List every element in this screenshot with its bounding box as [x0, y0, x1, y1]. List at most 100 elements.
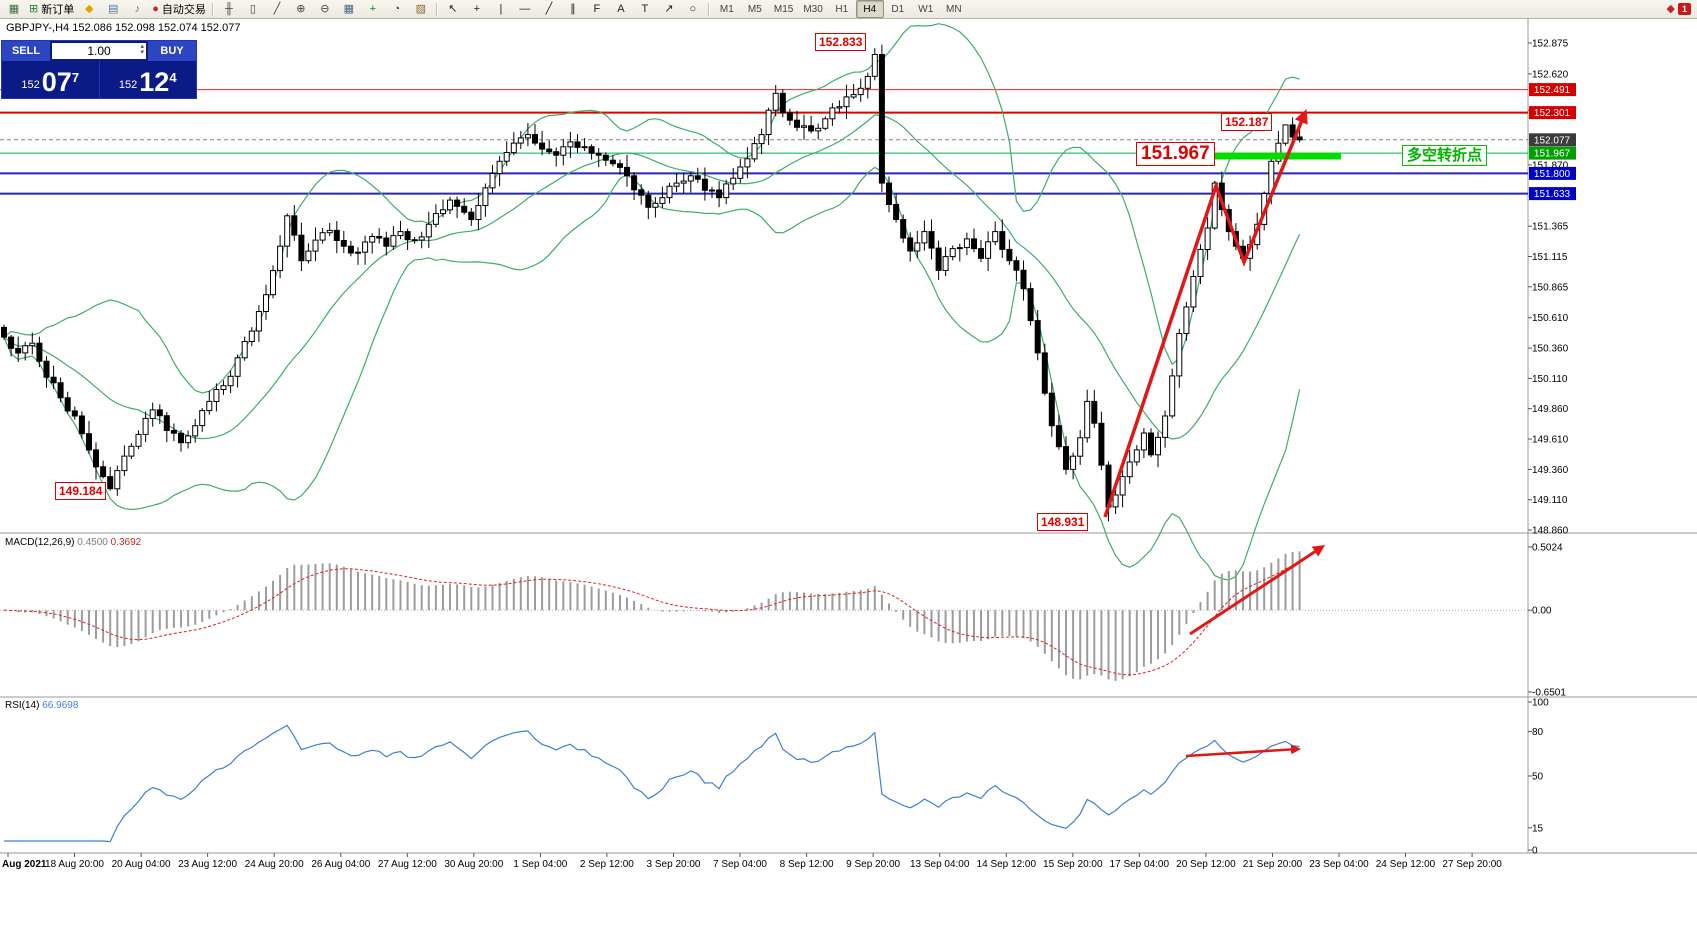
buy-price[interactable]: 152 12 4: [100, 61, 197, 98]
notification-count-badge[interactable]: 1: [1677, 3, 1691, 15]
svg-text:148.860: 148.860: [1532, 526, 1569, 537]
chart-window-icon[interactable]: ▦: [2, 0, 26, 18]
print-icon[interactable]: ▤: [101, 0, 125, 18]
tile-windows-icon[interactable]: ▦: [337, 0, 361, 18]
print-icon-glyph: ▤: [108, 2, 119, 15]
macd-axis: 0.5024 0.00 -0.6501: [1528, 543, 1566, 699]
svg-text:1 Sep 04:00: 1 Sep 04:00: [513, 859, 567, 870]
cursor-icon[interactable]: ↖: [441, 0, 465, 18]
crosshair-icon-glyph: +: [473, 2, 481, 15]
indicators-icon[interactable]: +: [361, 0, 385, 18]
fibonacci-icon[interactable]: F: [585, 0, 609, 18]
price-annotation-low-left[interactable]: 149.184: [55, 482, 107, 500]
timeframe-m15-button[interactable]: M15: [773, 3, 794, 15]
svg-text:30 Aug 20:00: 30 Aug 20:00: [444, 859, 503, 870]
svg-text:26 Aug 04:00: 26 Aug 04:00: [311, 859, 370, 870]
chart-canvas[interactable]: 152.875152.620152.320151.870151.365151.1…: [0, 19, 1697, 939]
bar-chart-icon[interactable]: ╫: [217, 0, 241, 18]
volume-value[interactable]: 1.00: [87, 44, 111, 58]
timeframe-mn-button[interactable]: MN: [946, 3, 962, 15]
sell-button[interactable]: SELL: [2, 41, 50, 61]
rsi-axis: 100 80 50 15 0: [1528, 698, 1549, 857]
notification-icon[interactable]: ◆: [1666, 2, 1675, 15]
svg-text:17 Sep 04:00: 17 Sep 04:00: [1110, 859, 1170, 870]
text-icon[interactable]: A: [609, 0, 633, 18]
metaeditor-icon[interactable]: ◆: [77, 0, 101, 18]
zoom-in-icon-glyph: ⊕: [296, 2, 306, 15]
auto-trading-button[interactable]: ● 自动交易: [149, 0, 209, 18]
svg-text:149.110: 149.110: [1532, 495, 1568, 506]
svg-text:151.800: 151.800: [1534, 169, 1571, 180]
new-order-button-label: 新订单: [41, 4, 75, 16]
line-chart-icon[interactable]: ╱: [265, 0, 289, 18]
volume-spinner[interactable]: ▴ ▾: [140, 43, 144, 56]
channel-icon[interactable]: ∥: [561, 0, 585, 18]
zoom-in-icon[interactable]: ⊕: [289, 0, 313, 18]
sell-price[interactable]: 152 07 7: [2, 61, 100, 98]
svg-text:50: 50: [1532, 772, 1544, 783]
level-annotation-151967[interactable]: 151.967: [1136, 142, 1215, 166]
timeframe-m1-button[interactable]: M1: [719, 3, 734, 15]
svg-text:23 Sep 04:00: 23 Sep 04:00: [1309, 859, 1369, 870]
periods-icon[interactable]: ◔: [385, 0, 409, 18]
svg-text:150.610: 150.610: [1532, 313, 1569, 324]
auto-trading-button-glyph: ●: [152, 2, 159, 15]
volume-down-icon[interactable]: ▾: [140, 49, 144, 56]
macd-signal-line: [3, 562, 1300, 676]
sound-icon[interactable]: ♪: [125, 0, 149, 18]
crosshair-icon[interactable]: +: [465, 0, 489, 18]
templates-icon-glyph: ▨: [415, 2, 427, 15]
templates-icon[interactable]: ▨: [409, 0, 433, 18]
timeframe-h1-button[interactable]: H1: [835, 3, 849, 15]
svg-text:149.360: 149.360: [1532, 465, 1569, 476]
candlestick-chart-icon[interactable]: ▯: [241, 0, 265, 18]
svg-text:13 Sep 04:00: 13 Sep 04:00: [910, 859, 970, 870]
timeframe-w1-button[interactable]: W1: [918, 3, 934, 15]
rsi-indicator-title: RSI(14) 66.9698: [5, 700, 78, 711]
price-annotation-low-right[interactable]: 148.931: [1037, 513, 1089, 531]
timeframe-m5-button[interactable]: M5: [747, 3, 762, 15]
svg-text:18 Aug 20:00: 18 Aug 20:00: [45, 859, 104, 870]
volume-up-icon[interactable]: ▴: [140, 43, 144, 50]
svg-text:151.115: 151.115: [1532, 252, 1568, 263]
timeframe-d1-button[interactable]: D1: [891, 3, 905, 15]
svg-text:2 Sep 12:00: 2 Sep 12:00: [580, 859, 634, 870]
svg-text:151.967: 151.967: [1534, 149, 1571, 160]
arrows-tool-icon[interactable]: ↗: [657, 0, 681, 18]
svg-text:152.620: 152.620: [1532, 69, 1569, 80]
sell-price-pip: 7: [71, 70, 80, 85]
timeframe-h4-button[interactable]: H4: [855, 0, 884, 18]
new-order-button[interactable]: ⊞ 新订单: [26, 0, 77, 18]
fibonacci-icon-glyph: F: [593, 2, 601, 15]
turning-point-annotation[interactable]: 多空转折点: [1402, 145, 1488, 166]
macd-histogram: [10, 551, 1301, 681]
metaeditor-icon-glyph: ◆: [84, 2, 94, 15]
buy-price-main: 12: [139, 67, 170, 97]
trend-arrows[interactable]: [1103, 109, 1326, 758]
timeframe-m30-button[interactable]: M30: [803, 3, 823, 15]
panel-separators: [0, 19, 1697, 854]
rsi-line: [4, 724, 1300, 843]
horizontal-line-icon-glyph: —: [519, 2, 531, 15]
svg-text:27 Sep 20:00: 27 Sep 20:00: [1442, 859, 1502, 870]
horizontal-line-icon[interactable]: —: [513, 0, 537, 18]
buy-button[interactable]: BUY: [148, 41, 196, 61]
shapes-icon[interactable]: ○: [681, 0, 705, 18]
zoom-out-icon[interactable]: ⊖: [313, 0, 337, 18]
price-annotation-peak-right[interactable]: 152.187: [1221, 113, 1273, 131]
toolbar-right-group: ◆ 1: [1667, 3, 1695, 15]
volume-field[interactable]: 1.00 ▴ ▾: [52, 43, 146, 59]
svg-text:14 Sep 12:00: 14 Sep 12:00: [977, 859, 1037, 870]
sell-price-main: 07: [41, 67, 72, 97]
price-annotation-high[interactable]: 152.833: [815, 33, 867, 51]
price-axis[interactable]: 152.875152.620152.320151.870151.365151.1…: [1528, 39, 1569, 537]
trendline-icon[interactable]: ╱: [537, 0, 561, 18]
toolbar-separator: [707, 2, 710, 16]
svg-text:150.360: 150.360: [1532, 344, 1569, 355]
label-icon[interactable]: T: [633, 0, 657, 18]
chart-area[interactable]: 152.875152.620152.320151.870151.365151.1…: [0, 19, 1697, 939]
svg-text:8 Sep 12:00: 8 Sep 12:00: [780, 859, 834, 870]
svg-text:149.860: 149.860: [1532, 404, 1569, 415]
vertical-line-icon[interactable]: |: [489, 0, 513, 18]
